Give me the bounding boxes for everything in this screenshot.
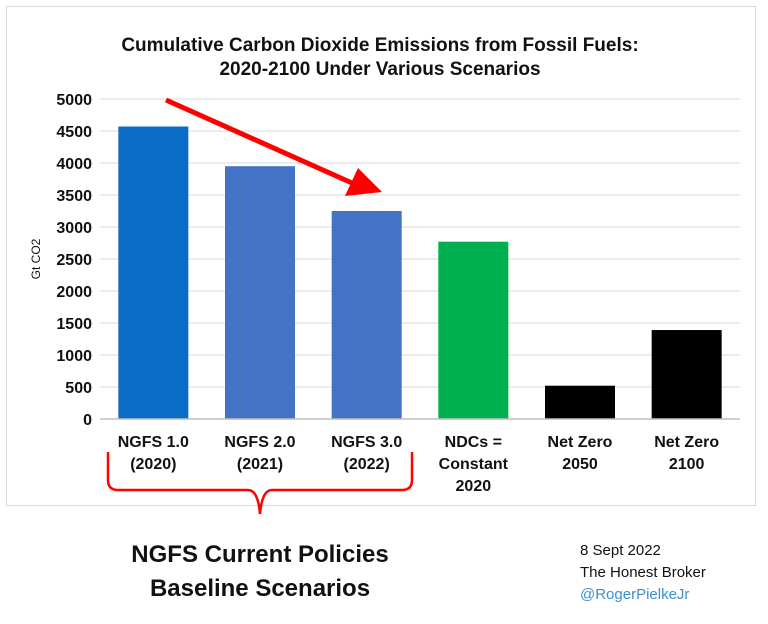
bar bbox=[331, 211, 402, 419]
x-axis-labels: NGFS 1.0 (2020) NGFS 2.0 (2021) NGFS 3.0 (202… bbox=[118, 434, 720, 495]
y-tick-label: 2500 bbox=[56, 252, 92, 269]
gridlines bbox=[100, 98, 740, 388]
note-date: 8 Sept 2022 bbox=[580, 542, 661, 559]
x-tick-label: (2021) bbox=[237, 456, 283, 473]
x-tick-label: (2020) bbox=[130, 456, 176, 473]
ngfs-bracket bbox=[106, 452, 414, 515]
note-source: The Honest Broker bbox=[580, 564, 706, 581]
y-tick-label: 1500 bbox=[56, 316, 92, 333]
x-tick-label: 2020 bbox=[456, 478, 492, 495]
y-tick-label: 0 bbox=[83, 412, 92, 429]
y-tick-label: 3500 bbox=[56, 188, 92, 205]
y-tick-label: 4000 bbox=[56, 156, 92, 173]
trend-arrow bbox=[164, 97, 382, 196]
bar bbox=[118, 126, 189, 420]
chart-title-line-2: 2020-2100 Under Various Scenarios bbox=[219, 59, 541, 80]
note-handle[interactable]: @RogerPielkeJr bbox=[580, 586, 690, 603]
y-tick-label: 5000 bbox=[56, 92, 92, 109]
x-tick-label: NGFS 2.0 bbox=[224, 434, 295, 451]
ngfs-group-label-line-2: Baseline Scenarios bbox=[149, 575, 371, 602]
chart-title-line-1: Cumulative Carbon Dioxide Emissions from… bbox=[121, 35, 639, 56]
y-tick-label: 4500 bbox=[56, 124, 92, 141]
x-tick-label: Constant bbox=[439, 456, 509, 473]
chart-frame bbox=[6, 6, 756, 506]
ngfs-group-label-line-1: NGFS Current Policies bbox=[131, 541, 389, 568]
bar bbox=[438, 241, 509, 419]
x-tick-label: NGFS 1.0 bbox=[118, 434, 189, 451]
x-tick-label: (2022) bbox=[344, 456, 390, 473]
bars bbox=[118, 126, 722, 420]
y-axis-label: Gt CO2 bbox=[29, 238, 43, 279]
x-tick-label: 2050 bbox=[562, 456, 598, 473]
y-tick-label: 1000 bbox=[56, 348, 92, 365]
x-tick-label: NGFS 3.0 bbox=[331, 434, 402, 451]
y-tick-label: 3000 bbox=[56, 220, 92, 237]
bar bbox=[545, 385, 615, 419]
y-tick-label: 2000 bbox=[56, 284, 92, 301]
bar bbox=[651, 330, 722, 419]
y-tick-label: 500 bbox=[65, 380, 92, 397]
x-tick-label: 2100 bbox=[669, 456, 705, 473]
x-tick-label: NDCs = bbox=[445, 434, 502, 451]
x-tick-label: Net Zero bbox=[654, 434, 719, 451]
bar bbox=[225, 166, 295, 419]
y-axis-ticks: 0 500 1000 1500 2000 2500 3000 3500 4000 4500 5000 bbox=[56, 92, 92, 429]
x-tick-label: Net Zero bbox=[548, 434, 613, 451]
